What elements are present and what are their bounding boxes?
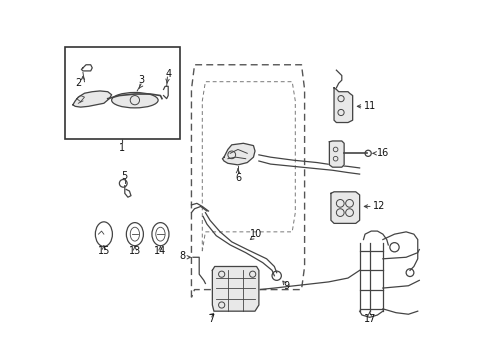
Polygon shape [329, 141, 344, 167]
Text: 9: 9 [283, 281, 289, 291]
Polygon shape [334, 88, 353, 122]
Text: 11: 11 [364, 101, 376, 111]
Text: 6: 6 [235, 173, 241, 183]
Text: 7: 7 [208, 314, 214, 324]
Text: 15: 15 [98, 246, 110, 256]
Text: 8: 8 [179, 252, 185, 261]
Text: 4: 4 [165, 69, 172, 79]
Polygon shape [212, 266, 259, 311]
Text: 14: 14 [154, 246, 167, 256]
Polygon shape [222, 143, 255, 165]
Text: 10: 10 [250, 229, 263, 239]
Polygon shape [73, 91, 112, 107]
Text: 3: 3 [138, 75, 144, 85]
Text: 2: 2 [75, 78, 81, 88]
Ellipse shape [112, 93, 158, 108]
Text: 13: 13 [129, 246, 141, 256]
Text: 12: 12 [373, 202, 385, 211]
Text: 1: 1 [120, 143, 125, 153]
Bar [65, 47, 180, 139]
Polygon shape [331, 192, 360, 223]
Text: 16: 16 [377, 148, 389, 158]
Text: 17: 17 [364, 314, 376, 324]
Text: 5: 5 [122, 171, 128, 181]
